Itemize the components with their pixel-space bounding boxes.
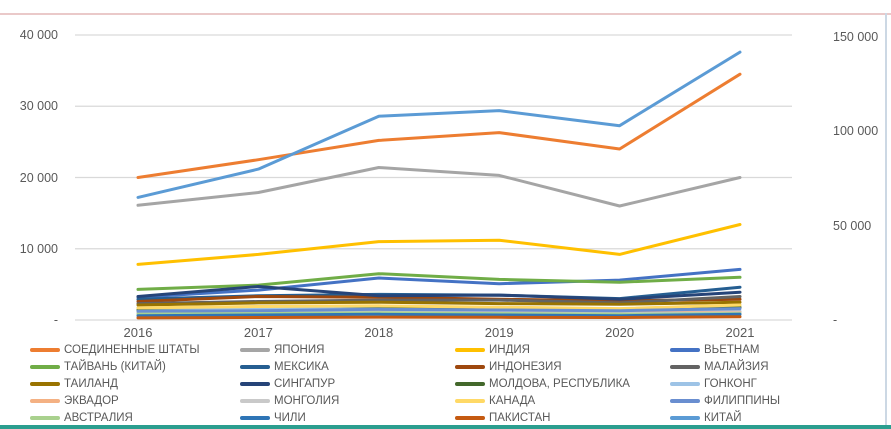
top-border-line <box>0 13 891 15</box>
legend-item-label: ЯПОНИЯ <box>274 344 325 356</box>
right-axis-tick-label: - <box>833 313 838 327</box>
legend-item-label: ФИЛИППИНЫ <box>704 395 781 407</box>
left-axis-tick-label: 30 000 <box>19 99 58 114</box>
legend-swatch <box>30 399 60 403</box>
legend-item-label: ЧИЛИ <box>274 412 306 424</box>
legend-swatch <box>455 365 485 369</box>
legend-swatch <box>240 416 270 420</box>
legend-item-label: ЭКВАДОР <box>64 395 119 407</box>
series-line[interactable] <box>136 312 742 318</box>
right-axis-tick-label: 50 000 <box>833 218 872 233</box>
legend-swatch <box>30 416 60 420</box>
legend-swatch <box>455 399 485 403</box>
legend-swatch <box>670 416 700 420</box>
legend-item[interactable]: КИТАЙ <box>670 411 742 425</box>
x-axis-year-label: 2017 <box>243 325 273 340</box>
series-line[interactable] <box>136 315 742 320</box>
legend-item[interactable]: ЭКВАДОР <box>30 394 119 408</box>
left-axis-tick-label: 20 000 <box>19 170 58 185</box>
legend-swatch <box>455 348 485 352</box>
legend-item[interactable]: ГОНКОНГ <box>670 377 757 391</box>
legend-swatch <box>670 382 700 386</box>
legend-item-label: КИТАЙ <box>704 412 742 424</box>
legend-item[interactable]: МОЛДОВА, РЕСПУБЛИКА <box>455 377 630 391</box>
series-line[interactable] <box>136 50 742 199</box>
x-axis-year-label: 2018 <box>364 325 394 340</box>
legend-swatch <box>455 416 485 420</box>
legend-item[interactable]: МЕКСИКА <box>240 360 329 374</box>
legend-item-label: ВЬЕТНАМ <box>704 344 760 356</box>
legend-item-label: ПАКИСТАН <box>489 412 551 424</box>
right-axis-tick-label: 150 000 <box>833 30 879 44</box>
right-border-line <box>885 13 887 425</box>
legend-item[interactable]: МАЛАЙЗИЯ <box>670 360 769 374</box>
legend-swatch <box>240 399 270 403</box>
legend-item[interactable]: СОЕДИНЕННЫЕ ШТАТЫ <box>30 343 200 357</box>
legend-item[interactable]: СИНГАПУР <box>240 377 335 391</box>
legend-swatch <box>30 382 60 386</box>
legend-item-label: ТАЙВАНЬ (КИТАЙ) <box>64 361 166 373</box>
legend-item[interactable]: ПАКИСТАН <box>455 411 550 425</box>
legend-item[interactable]: ЧИЛИ <box>240 411 306 425</box>
series-line[interactable] <box>136 285 742 301</box>
legend-item[interactable]: МОНГОЛИЯ <box>240 394 339 408</box>
left-axis-tick-label: - <box>53 313 58 327</box>
legend-item-label: МАЛАЙЗИЯ <box>704 361 769 373</box>
series-line[interactable] <box>136 267 742 299</box>
legend-swatch <box>670 348 700 352</box>
legend-item-label: СОЕДИНЕННЫЕ ШТАТЫ <box>64 344 200 356</box>
legend-item[interactable]: ЯПОНИЯ <box>240 343 324 357</box>
legend-item[interactable]: ИНДИЯ <box>455 343 530 357</box>
series-line[interactable] <box>136 166 742 208</box>
legend-item-label: АВСТРАЛИЯ <box>64 412 133 424</box>
x-axis-year-label: 2020 <box>605 325 635 340</box>
series-line[interactable] <box>136 272 742 291</box>
legend-item-label: ТАИЛАНД <box>64 378 118 390</box>
legend-swatch <box>30 365 60 369</box>
legend-item[interactable]: ИНДОНЕЗИЯ <box>455 360 562 374</box>
legend-item-label: ИНДИЯ <box>489 344 530 356</box>
series-line[interactable] <box>136 303 742 311</box>
left-axis-tick-label: 10 000 <box>19 241 58 256</box>
legend-swatch <box>455 382 485 386</box>
legend-swatch <box>30 348 60 352</box>
legend-item-label: КАНАДА <box>489 395 536 407</box>
legend-swatch <box>670 365 700 369</box>
x-axis-year-label: 2016 <box>123 325 153 340</box>
legend-item-label: МОЛДОВА, РЕСПУБЛИКА <box>489 378 630 390</box>
legend-item[interactable]: АВСТРАЛИЯ <box>30 411 133 425</box>
series-line[interactable] <box>136 72 742 179</box>
legend-item[interactable]: ВЬЕТНАМ <box>670 343 759 357</box>
legend-item[interactable]: КАНАДА <box>455 394 535 408</box>
series-line[interactable] <box>136 307 742 313</box>
legend-swatch <box>670 399 700 403</box>
legend-swatch <box>240 365 270 369</box>
legend-swatch <box>240 348 270 352</box>
left-axis-tick-label: 40 000 <box>19 28 58 42</box>
legend-swatch <box>240 382 270 386</box>
x-axis-year-label: 2021 <box>725 325 755 340</box>
legend-item-label: СИНГАПУР <box>274 378 336 390</box>
legend-item-label: ГОНКОНГ <box>704 378 757 390</box>
legend-item-label: МЕКСИКА <box>274 361 329 373</box>
legend-item-label: МОНГОЛИЯ <box>274 395 340 407</box>
series-line[interactable] <box>136 300 742 307</box>
legend-item[interactable]: ТАИЛАНД <box>30 377 118 391</box>
x-axis-year-label: 2019 <box>484 325 514 340</box>
bottom-edge-strip <box>0 425 891 429</box>
series-line[interactable] <box>136 223 742 266</box>
legend-item[interactable]: ТАЙВАНЬ (КИТАЙ) <box>30 360 166 374</box>
right-axis-tick-label: 100 000 <box>833 124 879 139</box>
legend-item-label: ИНДОНЕЗИЯ <box>489 361 562 373</box>
legend-item[interactable]: ФИЛИППИНЫ <box>670 394 780 408</box>
